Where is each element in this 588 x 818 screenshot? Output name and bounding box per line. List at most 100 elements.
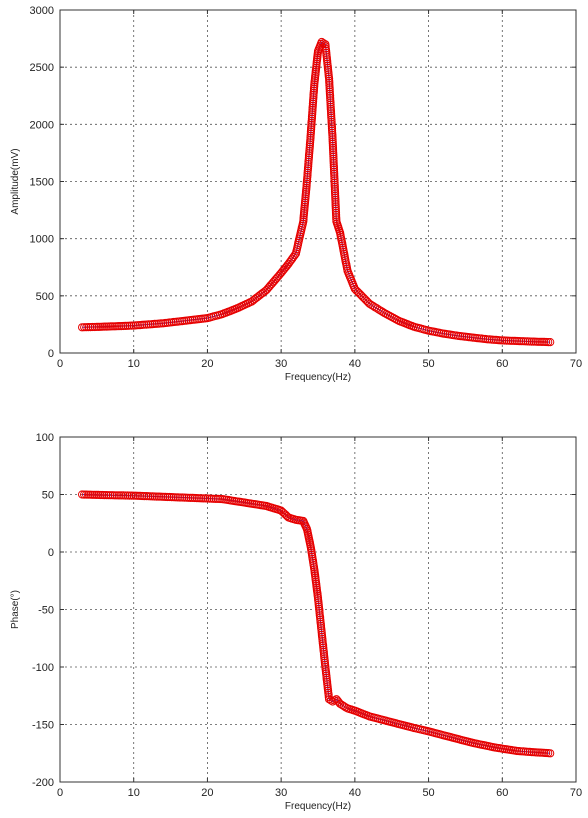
data-point [325,85,334,94]
data-point [327,115,336,124]
data-point [325,87,334,96]
data-point [326,94,335,103]
data-point [209,494,218,503]
data-point [127,321,136,330]
x-tick-label: 50 [422,358,434,370]
y-tick-label: 100 [36,432,54,444]
data-point [329,154,338,163]
data-point [163,492,172,502]
data-point [356,290,365,299]
data-point [308,101,317,110]
y-tick-label: 50 [42,490,54,502]
y-tick-label: 0 [48,547,54,559]
y-tick-label: 3000 [30,5,54,17]
data-point [88,490,97,499]
data-point [125,491,134,500]
x-axis-label: Frequency(Hz) [285,372,351,383]
data-point [537,337,547,346]
data-point [328,133,337,142]
data-point [152,492,161,501]
x-tick-label: 30 [275,358,287,370]
data-point [326,100,335,109]
data-point [92,322,102,331]
data-point [80,323,89,332]
data-point [305,142,314,151]
data-point [309,97,318,106]
y-tick-label: -150 [32,720,54,732]
data-point [331,204,340,213]
data-point [325,74,334,83]
data-point [331,197,340,207]
data-point [84,490,93,499]
data-point [140,320,149,329]
data-point [355,289,364,298]
x-tick-label: 20 [201,358,213,370]
y-tick-label: -100 [32,662,54,674]
data-point [332,210,341,220]
y-tick-label: 1500 [30,177,54,189]
data-point [506,336,515,345]
data-point [361,295,370,304]
y-tick-label: 2500 [30,62,54,74]
data-point [331,200,340,209]
data-point [330,172,339,181]
data-point [341,703,350,712]
x-tick-label: 10 [128,787,140,799]
data-point [358,292,367,301]
x-tick-label: 40 [349,358,361,370]
data-point [304,162,313,171]
data-point [186,493,195,502]
data-point [199,494,208,503]
data-point [290,251,299,260]
y-tick-label: 0 [48,348,54,360]
data-point [117,491,126,500]
data-point [104,491,113,500]
y-tick-label: 2000 [30,119,54,131]
data-point [106,491,115,500]
data-point [326,102,335,111]
x-tick-label: 40 [349,787,361,799]
data-point [240,300,249,310]
x-tick-label: 10 [128,358,140,370]
x-tick-label: 60 [496,358,508,370]
data-point [140,492,149,501]
data-point [121,491,130,500]
y-axis-label: Amplitude(mV) [10,148,21,214]
x-tick-label: 70 [570,787,582,799]
data-point [546,749,555,758]
data-point [331,206,340,215]
data-point [352,286,361,295]
data-point [330,187,340,196]
data-point [331,189,340,198]
data-point [329,146,338,155]
data-point [544,338,553,347]
y-axis-label: Phase(°) [10,590,21,629]
data-point [88,322,97,332]
data-point [533,337,543,346]
y-tick-label: 1000 [30,234,54,246]
y-tick-label: -50 [38,605,54,617]
data-point [330,182,339,191]
data-point [330,176,339,185]
data-point [350,284,359,294]
data-point [100,491,109,500]
plot-area [60,10,576,353]
data-point [519,337,528,346]
data-point [527,337,536,346]
data-point [80,490,89,499]
data-point [393,315,402,325]
data-point [260,287,269,296]
data-point [110,491,119,500]
data-point [129,491,138,500]
y-tick-label: -200 [32,777,54,789]
x-tick-label: 0 [57,358,63,370]
data-point [331,193,340,202]
data-point [326,107,336,116]
x-tick-label: 70 [570,358,582,370]
data-point [327,109,336,118]
y-tick-label: 500 [36,291,54,303]
x-tick-label: 50 [422,787,434,799]
data-point [362,296,371,305]
data-point [326,91,335,101]
data-point [329,148,338,157]
